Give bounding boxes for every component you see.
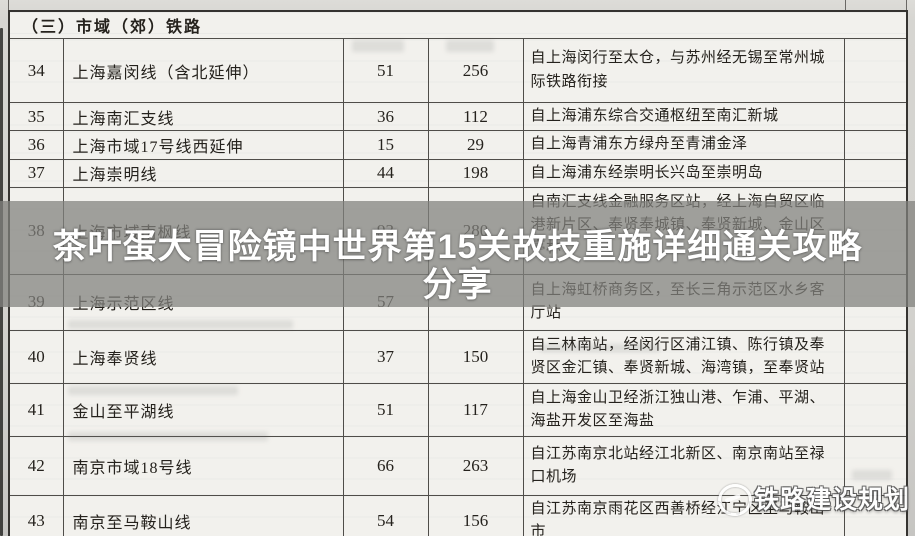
line-name-cell: 上海南汇支线	[62, 101, 344, 132]
description-cell: 自三林南站，经闵行区浦江镇、陈行镇及奉贤区金汇镇、奉贤新城、海湾镇，至奉贤站	[522, 329, 845, 384]
table-row: 35 上海南汇支线 36 112 自上海浦东综合交通枢纽至南汇新城	[8, 101, 908, 132]
bleed-through-artifact	[68, 386, 238, 395]
mileage-cell: 66	[342, 435, 429, 496]
bleed-through-artifact	[540, 344, 660, 352]
section-header-row: （三）市域（郊）铁路	[8, 10, 908, 39]
overlay-headline: 茶叶蛋大冒险镜中世界第15关故技重施详细通关攻略 分享	[0, 228, 915, 304]
mileage-cell: 36	[342, 101, 429, 132]
line-name-cell: 上海崇明线	[62, 158, 344, 188]
empty-cell	[843, 435, 908, 496]
table-row: 34 上海嘉闵线（含北延伸） 51 256 自上海闵行至太仓，与苏州经无锡至常州…	[8, 38, 908, 103]
empty-cell	[843, 130, 908, 160]
line-name-cell: 南京市域18号线	[62, 435, 344, 496]
empty-cell	[843, 329, 908, 384]
empty-cell	[843, 158, 908, 188]
investment-cell: 112	[427, 101, 524, 132]
bleed-through-artifact	[352, 40, 404, 52]
row-number-cell: 35	[8, 101, 64, 132]
investment-cell: 29	[427, 130, 524, 160]
investment-cell: 156	[427, 494, 524, 536]
table-divider	[845, 0, 846, 10]
description-cell: 自上海浦东综合交通枢纽至南汇新城	[522, 101, 845, 132]
empty-cell	[843, 38, 908, 103]
table-row: 43 南京至马鞍山线 54 156 自江苏南京雨花区西善桥经江宁区至马鞍山市	[8, 494, 908, 536]
overlay-headline-line2: 分享	[422, 266, 493, 304]
description-cell: 自江苏南京雨花区西善桥经江宁区至马鞍山市	[522, 494, 845, 536]
investment-cell: 117	[427, 382, 524, 437]
bleed-through-artifact	[68, 432, 268, 441]
row-number-cell: 40	[8, 329, 64, 384]
investment-cell: 256	[427, 38, 524, 103]
line-name-cell: 南京至马鞍山线	[62, 494, 344, 536]
description-cell: 自江苏南京北站经江北新区、南京南站至禄口机场	[522, 435, 845, 496]
empty-cell	[843, 382, 908, 437]
row-number-cell: 43	[8, 494, 64, 536]
overlay-headline-line1: 茶叶蛋大冒险镜中世界第15关故技重施详细通关攻略	[52, 228, 863, 266]
investment-cell: 263	[427, 435, 524, 496]
empty-cell	[843, 101, 908, 132]
table-divider	[8, 0, 9, 10]
bleed-through-artifact	[446, 40, 494, 52]
description-cell: 自上海浦东经崇明长兴岛至崇明岛	[522, 158, 845, 188]
mileage-cell: 44	[342, 158, 429, 188]
empty-cell	[843, 494, 908, 536]
row-number-cell: 36	[8, 130, 64, 160]
line-name-cell: 上海嘉闵线（含北延伸）	[62, 38, 344, 103]
row-number-cell: 42	[8, 435, 64, 496]
section-title: （三）市域（郊）铁路	[8, 10, 908, 39]
mileage-cell: 51	[342, 38, 429, 103]
mileage-cell: 37	[342, 329, 429, 384]
table-row: 40 上海奉贤线 37 150 自三林南站，经闵行区浦江镇、陈行镇及奉贤区金汇镇…	[8, 329, 908, 384]
description-cell: 自上海闵行至太仓，与苏州经无锡至常州城际铁路衔接	[522, 38, 845, 103]
row-number-cell: 41	[8, 382, 64, 437]
line-name-cell: 上海奉贤线	[62, 329, 344, 384]
row-number-cell: 34	[8, 38, 64, 103]
table-divider	[906, 0, 907, 10]
mileage-cell: 54	[342, 494, 429, 536]
row-number-cell: 37	[8, 158, 64, 188]
bleed-through-artifact	[68, 320, 293, 329]
investment-cell: 150	[427, 329, 524, 384]
investment-cell: 198	[427, 158, 524, 188]
bleed-through-artifact	[852, 470, 892, 480]
description-cell: 自上海青浦东方绿舟至青浦金泽	[522, 130, 845, 160]
description-cell: 自上海金山卫经浙江独山港、乍浦、平湖、海盐开发区至海盐	[522, 382, 845, 437]
table-row: 36 上海市域17号线西延伸 15 29 自上海青浦东方绿舟至青浦金泽	[8, 130, 908, 160]
table-row: 42 南京市域18号线 66 263 自江苏南京北站经江北新区、南京南站至禄口机…	[8, 435, 908, 496]
mileage-cell: 51	[342, 382, 429, 437]
line-name-cell: 上海市域17号线西延伸	[62, 130, 344, 160]
mileage-cell: 15	[342, 130, 429, 160]
table-row: 37 上海崇明线 44 198 自上海浦东经崇明长兴岛至崇明岛	[8, 158, 908, 188]
